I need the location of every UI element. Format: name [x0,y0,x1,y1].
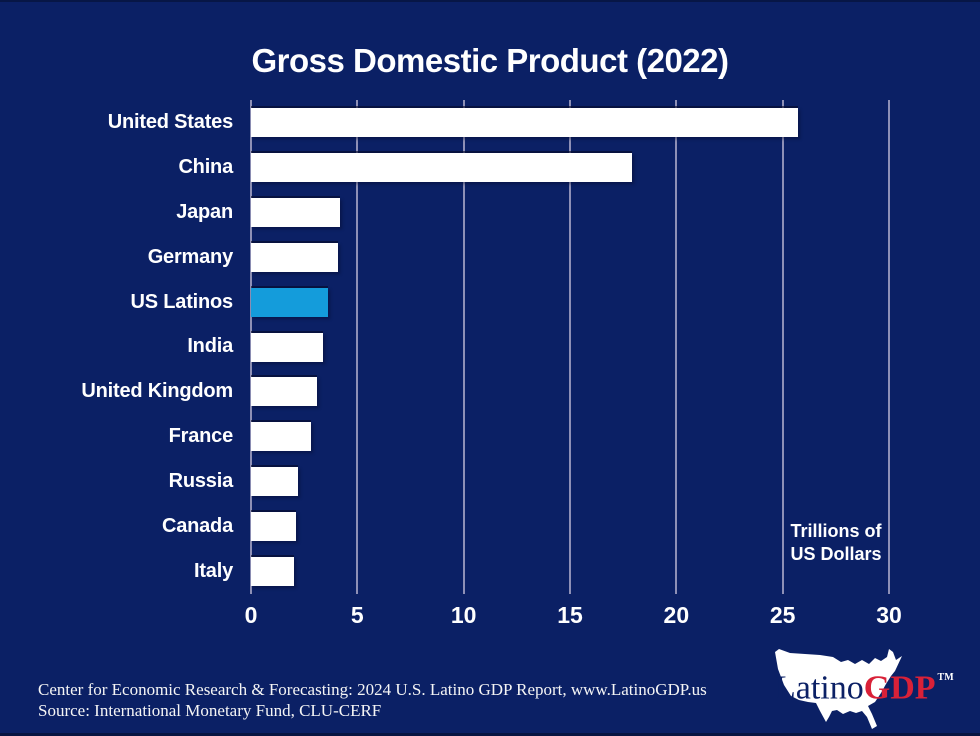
bar-russia [251,467,298,497]
category-label-italy: Italy [193,560,233,583]
category-label-canada: Canada [161,515,233,538]
category-label-germany: Germany [147,245,234,268]
x-tick-10: 10 [450,602,477,628]
bar-japan [251,197,341,227]
chart-title: Gross Domestic Product (2022) [251,42,730,79]
bar-china [251,152,632,182]
gridline-30 [888,100,890,594]
logo-text-gdp: GDP [863,669,936,707]
category-label-japan: Japan [176,200,233,223]
bar-united-kingdom [251,377,317,407]
x-tick-20: 20 [663,602,690,628]
x-tick-25: 25 [769,602,796,628]
attribution-line: Center for Economic Research & Forecasti… [38,680,707,699]
category-label-united-kingdom: United Kingdom [81,380,233,403]
x-tick-30: 30 [876,602,902,628]
bar-canada [251,512,296,542]
bar-france [251,422,311,452]
category-label-us-latinos: US Latinos [130,290,234,313]
axis-units-note: Trillions of US Dollars [781,520,891,566]
bar-india [251,332,324,362]
gridline-5 [356,100,359,594]
x-tick-15: 15 [557,602,583,628]
category-label-united-states: United States [107,110,233,133]
axis-units-line1: Trillions of [790,521,882,541]
us-map-icon [775,649,902,729]
category-label-china: China [178,155,233,178]
logo-text-latino: Latino [775,669,864,707]
latino-gdp-logo: LatinoGDP TM [753,641,968,736]
category-label-india: India [187,335,233,358]
logo-trademark: TM [937,672,954,683]
source-line: Source: International Monetary Fund, CLU… [38,701,382,720]
gridline-15 [569,100,571,594]
category-label-russia: Russia [168,470,234,493]
x-tick-0: 0 [244,602,258,628]
bar-united-states [251,107,798,137]
footer: Center for Economic Research & Forecasti… [38,679,707,721]
gridline-10 [462,100,465,594]
logo-text: LatinoGDP TM [775,667,954,705]
category-label-france: France [168,425,234,448]
bar-germany [251,242,339,272]
axis-units-line2: US Dollars [790,544,882,564]
x-tick-5: 5 [350,602,364,628]
gridline-20 [675,100,678,594]
bar-us-latinos [251,287,328,317]
gridline-25 [781,100,784,594]
bar-italy [251,557,294,587]
